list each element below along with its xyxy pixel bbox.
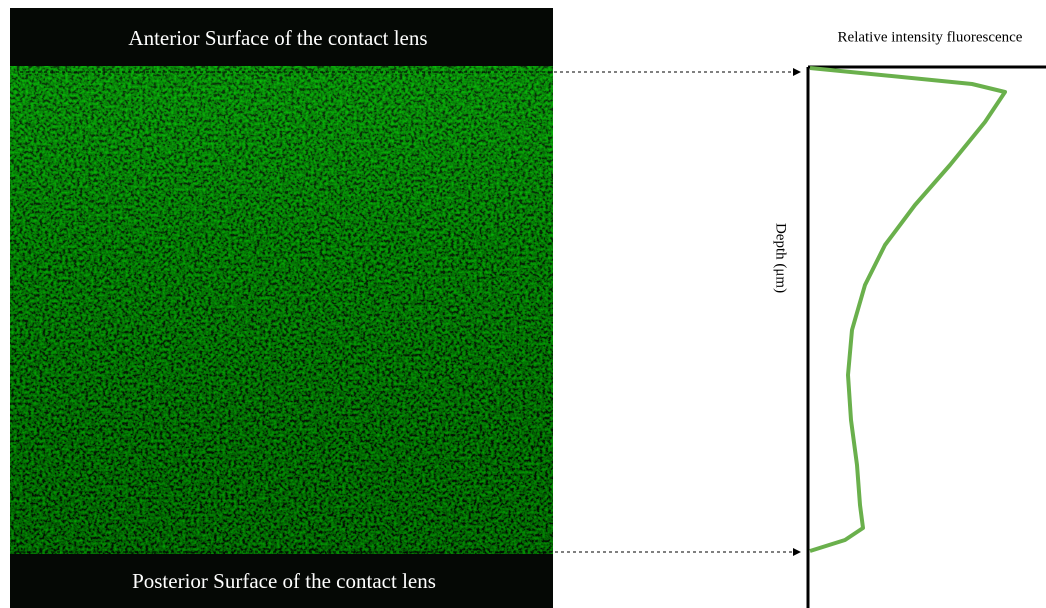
depth-label: Depth (μm) <box>773 223 789 293</box>
intensity-curve <box>810 68 1005 551</box>
micrograph: Anterior Surface of the contact lens Pos… <box>10 8 553 608</box>
profile-title: Relative intensity fluorescence <box>838 29 1023 45</box>
top-label: Anterior Surface of the contact lens <box>128 26 427 50</box>
figure: Anterior Surface of the contact lens Pos… <box>0 0 1046 608</box>
bottom-label: Posterior Surface of the contact lens <box>132 569 436 593</box>
profile-plot: Relative intensity fluorescence Depth (μ… <box>773 29 1046 608</box>
